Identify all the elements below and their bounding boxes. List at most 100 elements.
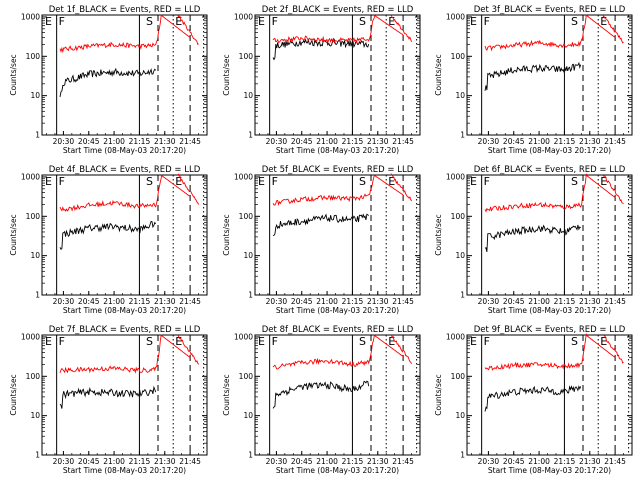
plot-frame: [41, 334, 208, 456]
x-tick-label: 21:00: [528, 457, 550, 466]
detector-panel-5: Det 5f_BLACK = Events, RED = LLD 1 10 100 10…: [222, 165, 421, 315]
x-tick-label: 20:30: [478, 137, 500, 146]
y-tick-label: 10: [30, 251, 40, 260]
detector-panel-1: Det 1f_BLACK = Events, RED = LLD 1 10 100 10…: [9, 5, 208, 155]
plot-frame: [254, 14, 421, 136]
x-tick-label: 21:45: [392, 137, 414, 146]
y-axis-label: Counts/sec: [222, 54, 231, 95]
time-marker-e: E: [175, 175, 182, 188]
y-tick-label: 1: [248, 291, 253, 300]
y-tick-label: 100: [451, 372, 466, 381]
panel-title: Det 5f_BLACK = Events, RED = LLD: [262, 165, 414, 175]
x-tick-label: 21:00: [528, 297, 550, 306]
x-tick-label: 21:30: [367, 457, 389, 466]
time-marker-s: S: [146, 175, 153, 188]
x-tick-label: 21:45: [604, 297, 626, 306]
x-tick-label: 20:45: [503, 137, 525, 146]
time-marker-s: S: [359, 335, 366, 348]
time-marker-e: E: [470, 175, 477, 188]
x-tick-label: 20:45: [78, 457, 100, 466]
detector-panel-6: Det 6f_BLACK = Events, RED = LLD 1 10 100 10…: [434, 165, 633, 315]
x-axis-label: Start Time (08-May-03 20:17:20): [488, 466, 611, 475]
lld-series-line: [272, 172, 412, 207]
time-marker-f: F: [272, 175, 278, 188]
events-series-line: [272, 380, 370, 409]
events-series-line: [272, 213, 369, 237]
x-axis-label: Start Time (08-May-03 20:17:20): [488, 146, 611, 155]
y-tick-label: 10: [243, 91, 253, 100]
x-tick-label: 21:45: [604, 457, 626, 466]
y-tick-label: 1: [460, 291, 465, 300]
y-tick-label: 1000: [446, 12, 465, 21]
time-marker-e: E: [470, 15, 477, 28]
x-tick-label: 21:00: [316, 137, 338, 146]
x-tick-label: 20:45: [291, 137, 313, 146]
x-tick-label: 21:15: [554, 457, 576, 466]
plot-frame: [466, 334, 633, 456]
y-axis-label: Counts/sec: [222, 214, 231, 255]
time-marker-e: E: [258, 335, 265, 348]
x-tick-label: 20:30: [266, 297, 288, 306]
x-tick-label: 21:15: [342, 137, 364, 146]
y-tick-label: 10: [455, 251, 465, 260]
time-marker-e: E: [388, 335, 395, 348]
y-tick-label: 10: [455, 411, 465, 420]
panel-title: Det 8f_BLACK = Events, RED = LLD: [262, 325, 414, 335]
time-marker-e: E: [388, 175, 395, 188]
time-marker-e: E: [45, 15, 52, 28]
time-marker-e: E: [470, 335, 477, 348]
y-tick-label: 1: [248, 451, 253, 460]
time-marker-s: S: [359, 15, 366, 28]
x-tick-label: 20:45: [78, 137, 100, 146]
events-series-line: [59, 220, 157, 251]
x-tick-label: 21:30: [154, 297, 176, 306]
y-tick-label: 10: [455, 91, 465, 100]
events-series-line: [59, 385, 157, 409]
x-tick-label: 20:30: [478, 457, 500, 466]
x-axis-label: Start Time (08-May-03 20:17:20): [488, 306, 611, 315]
y-axis-label: Counts/sec: [434, 374, 443, 415]
y-tick-label: 10: [30, 411, 40, 420]
y-tick-label: 1000: [234, 12, 253, 21]
x-tick-label: 21:45: [604, 137, 626, 146]
panel-title: Det 1f_BLACK = Events, RED = LLD: [49, 5, 201, 15]
time-marker-f: F: [484, 335, 490, 348]
lld-series-line: [59, 173, 200, 212]
x-tick-label: 21:15: [342, 457, 364, 466]
time-marker-f: F: [59, 15, 65, 28]
y-tick-label: 1000: [446, 172, 465, 181]
x-tick-label: 21:15: [129, 457, 151, 466]
x-tick-label: 20:30: [266, 457, 288, 466]
y-axis-label: Counts/sec: [9, 54, 18, 95]
plot-frame: [41, 14, 208, 136]
y-tick-label: 100: [239, 52, 254, 61]
x-tick-label: 21:00: [528, 137, 550, 146]
time-marker-s: S: [571, 335, 578, 348]
time-marker-f: F: [59, 335, 65, 348]
x-tick-label: 21:30: [579, 137, 601, 146]
plot-frame: [41, 174, 208, 296]
time-marker-e: E: [600, 175, 607, 188]
y-tick-label: 100: [239, 212, 254, 221]
panel-title: Det 3f_BLACK = Events, RED = LLD: [474, 5, 626, 15]
y-tick-label: 1: [460, 131, 465, 140]
x-tick-label: 21:30: [367, 137, 389, 146]
events-series-line: [484, 385, 582, 412]
y-tick-label: 1: [248, 131, 253, 140]
y-tick-label: 1: [35, 131, 40, 140]
detector-panel-4: Det 4f_BLACK = Events, RED = LLD 1 10 100 10…: [9, 165, 208, 315]
events-series-line: [272, 38, 370, 61]
time-marker-s: S: [571, 175, 578, 188]
y-tick-label: 10: [243, 251, 253, 260]
x-tick-label: 21:45: [392, 297, 414, 306]
y-axis-label: Counts/sec: [434, 54, 443, 95]
time-marker-f: F: [484, 175, 490, 188]
y-tick-label: 10: [30, 91, 40, 100]
panel-title: Det 4f_BLACK = Events, RED = LLD: [49, 165, 201, 175]
events-series-line: [59, 67, 157, 97]
y-tick-label: 1000: [21, 172, 40, 181]
x-tick-label: 21:30: [579, 297, 601, 306]
x-axis-label: Start Time (08-May-03 20:17:20): [276, 146, 399, 155]
x-tick-label: 21:30: [579, 457, 601, 466]
